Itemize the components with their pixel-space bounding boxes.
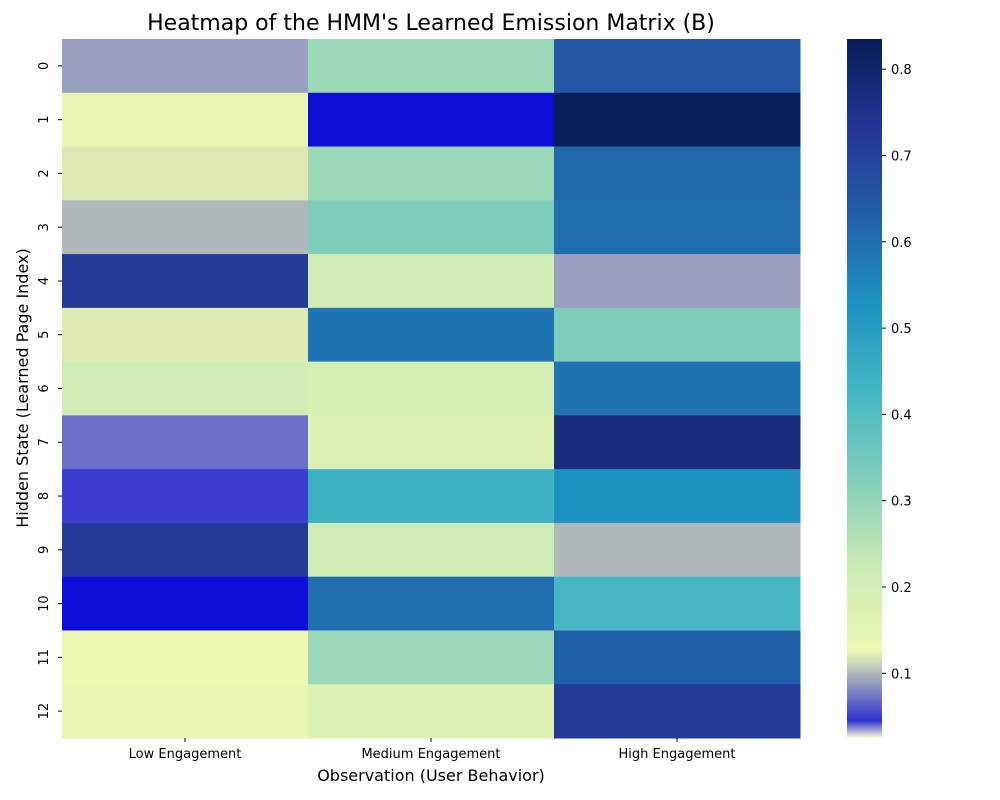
x-tick-label: Low Engagement — [129, 747, 242, 762]
heatmap-cell — [308, 39, 555, 94]
heatmap-cell — [62, 92, 309, 148]
heatmap-cell — [554, 92, 801, 148]
colorbar: 0.1 0.2 0.3 0.4 0.5 0.6 0.7 0.8 — [847, 39, 912, 738]
colorbar-tick-label: 0.7 — [891, 150, 912, 165]
heatmap-cell — [554, 254, 801, 309]
x-axis-ticks: Low Engagement Medium Engagement High Enga… — [129, 738, 736, 762]
heatmap-cell — [554, 39, 801, 94]
colorbar-tick-label: 0.6 — [891, 236, 912, 251]
heatmap-cell — [554, 307, 801, 363]
colorbar-tick-label: 0.4 — [891, 408, 912, 423]
heatmap-cell — [62, 630, 309, 685]
heatmap-cell — [554, 630, 801, 685]
heatmap-cell — [308, 92, 555, 148]
colorbar-tick-label: 0.8 — [891, 63, 912, 78]
heatmap-cell — [308, 469, 555, 524]
heatmap-cell — [62, 39, 309, 94]
heatmap-cell — [62, 415, 309, 470]
heatmap-cell — [308, 146, 555, 201]
heatmap-cell — [554, 576, 801, 631]
heatmap-cell — [554, 200, 801, 255]
y-tick-label: 4 — [37, 277, 52, 285]
y-tick-label: 2 — [37, 169, 52, 177]
colorbar-gradient — [847, 39, 882, 738]
heatmap-cell — [308, 361, 555, 416]
heatmap-cell — [308, 200, 555, 255]
heatmap-cell — [62, 361, 309, 416]
heatmap-cell — [308, 254, 555, 309]
colorbar-tick-label: 0.1 — [891, 667, 912, 682]
heatmap-cell — [62, 254, 309, 309]
colorbar-tick-label: 0.5 — [891, 322, 912, 337]
heatmap-cell — [308, 307, 555, 363]
colorbar-tick-label: 0.2 — [891, 581, 912, 596]
x-tick-label: Medium Engagement — [361, 747, 500, 762]
y-tick-label: 12 — [37, 703, 52, 720]
y-tick-label: 1 — [37, 116, 52, 124]
heatmap-cell — [308, 630, 555, 685]
colorbar-tick-label: 0.3 — [891, 495, 912, 510]
heatmap-cell — [554, 146, 801, 201]
y-tick-label: 7 — [37, 438, 52, 446]
heatmap-cell — [308, 576, 555, 631]
heatmap-cell — [62, 146, 309, 201]
y-tick-label: 5 — [37, 331, 52, 339]
heatmap-cell — [62, 684, 309, 739]
heatmap-cell — [308, 415, 555, 470]
heatmap-cell — [62, 469, 309, 524]
heatmap-cell — [554, 415, 801, 470]
x-tick-label: High Engagement — [619, 747, 736, 762]
heatmap-cell — [554, 361, 801, 416]
y-tick-label: 9 — [37, 546, 52, 554]
heatmap-cell — [62, 200, 309, 255]
x-axis-label: Observation (User Behavior) — [317, 766, 545, 785]
y-axis-label: Hidden State (Learned Page Index) — [13, 248, 32, 527]
heatmap-cell — [554, 469, 801, 524]
heatmap-cells — [62, 39, 801, 739]
heatmap-cell — [554, 684, 801, 739]
y-tick-label: 3 — [37, 223, 52, 231]
y-tick-label: 0 — [37, 62, 52, 70]
heatmap-cell — [62, 576, 309, 631]
chart-title: Heatmap of the HMM's Learned Emission Ma… — [147, 11, 715, 36]
y-tick-label: 8 — [37, 492, 52, 500]
y-tick-label: 11 — [37, 649, 52, 666]
heatmap-cell — [554, 522, 801, 578]
heatmap-cell — [62, 307, 309, 363]
y-tick-label: 6 — [37, 384, 52, 392]
heatmap-cell — [308, 684, 555, 739]
y-tick-label: 10 — [37, 595, 52, 612]
heatmap-cell — [308, 522, 555, 578]
heatmap-cell — [62, 522, 309, 578]
